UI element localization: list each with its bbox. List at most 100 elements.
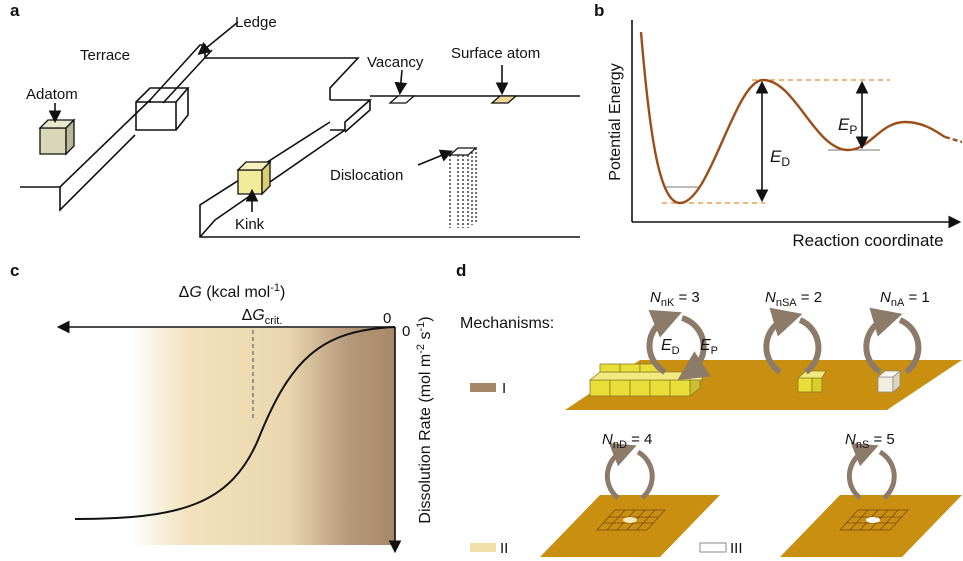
kink-label: Kink [235,216,265,233]
count-label-part: = 1 [904,289,929,306]
surface-lines-part [150,45,358,100]
y-axis-label-part: -1 [415,322,427,332]
kink-cubes-part-part [650,380,670,396]
y-axis-label-part: -2 [415,344,427,354]
count-label-part: nD [613,439,627,451]
critical-label-part: Δ [242,307,253,324]
panel-label: a [10,1,20,20]
y-axis-label: Potential Energy [607,63,624,180]
legend-label: I [502,380,506,397]
legend-swatch [700,543,726,552]
y-axis-label: Dissolution Rate (mol m-2 s-1) [415,316,434,523]
legend-swatch [470,383,496,392]
ep-label-part: P [711,345,718,357]
y-axis-label-part: ) [417,316,434,321]
ed-label-part: D [672,345,680,357]
legend-swatch [470,543,496,552]
ledge-label: Ledge [235,14,277,31]
step-cubes-part [812,378,822,392]
ed-label: ED [661,337,680,357]
kink-cubes-part-part [630,380,650,396]
mechanism-arrows-part [880,452,894,498]
origin-label: 0 [402,323,410,340]
count-label-part: = 2 [797,289,822,306]
kink-cubes-part-part [670,380,690,396]
origin-label: 0 [383,310,391,327]
mechanism-arrows-part [849,450,867,498]
surface-plate [780,495,962,557]
pointer-arrows-part [200,22,238,53]
ed-label-part: D [781,155,790,169]
panel-a: a Terrace Ledge Vacancy Surface atom Ada… [10,1,580,237]
y-axis-label-part: Dissolution Rate (mol m [417,354,434,524]
legend-label: II [500,540,508,557]
x-axis-label: Reaction coordinate [792,231,943,250]
critical-label: ΔGcrit. [242,307,283,327]
kink-cube [238,162,270,194]
panel-label: c [10,261,19,280]
count-label-part: nS [856,439,869,451]
x-axis-label-part: (kcal mol [202,284,270,301]
energy-curve-tail [945,137,962,142]
ed-label: ED [770,147,790,169]
ep-label: EP [838,115,857,137]
pointer-arrows-part [400,70,402,92]
count-label-part: = 5 [869,431,894,448]
mechanism-arrows-part [638,452,652,498]
dislocation-label: Dislocation [330,167,403,184]
vacancy-label: Vacancy [367,54,424,71]
mechanisms-label: Mechanisms: [460,315,554,332]
kink-cubes-part [620,364,640,372]
step-cubes [798,371,826,392]
x-axis-label-part: -1 [270,282,280,294]
panel-label: d [456,261,466,280]
count-label-part: N [845,431,856,448]
count-label: NnSA = 2 [765,289,822,309]
adatom-cube-part [878,377,893,392]
legend-label: III [730,540,743,557]
x-axis-label-part: G [189,284,201,301]
count-label-part: = 4 [627,431,652,448]
count-label-part: nA [891,297,905,309]
x-axis-label-part: ) [280,284,285,301]
adatom-cube-part [40,128,66,154]
panel-label: b [594,1,604,20]
count-label-part: nSA [776,297,797,309]
ep-label-part: E [700,337,711,354]
adatom-cube [40,120,74,154]
surface-lines [20,45,580,237]
critical-label-part: G [252,307,264,324]
defect-site [623,517,637,523]
count-label-part: nK [661,297,675,309]
kink-cubes-part-part [610,380,630,396]
mechanism-arrows-part [607,450,625,498]
x-axis-label: ΔG (kcal mol-1) [179,282,286,301]
dislocation [450,148,476,228]
count-label: NnA = 1 [880,289,930,309]
defect-site [866,517,880,523]
kink-cubes-part-part [590,380,610,396]
kink-cubes-part [590,380,690,396]
critical-label-part: crit. [265,315,283,327]
adatom-cube [878,371,900,392]
count-label: NnD = 4 [602,431,652,451]
surface-atom-label: Surface atom [451,45,540,62]
ed-label-part: E [661,337,672,354]
kink-cubes-part [600,364,620,372]
surface-lines-part [200,130,345,237]
panel-c: c ΔG (kcal mol-1) ΔGcrit. 0 0 Dissolutio… [10,261,434,550]
count-label-part: N [880,289,891,306]
ep-label-part: E [838,115,850,134]
count-label-part: N [765,289,776,306]
ep-label-part: P [849,123,857,137]
x-axis-label-part: Δ [179,284,190,301]
ed-label-part: E [770,147,782,166]
count-label: NnK = 3 [650,289,700,309]
kink-cube-part [238,170,262,194]
kink-cubes-part [590,372,700,380]
panel-b: b ED EP Potential Energy Reaction coordi… [594,1,962,250]
count-label-part: = 3 [674,289,699,306]
level-lines [662,80,890,203]
surface-atom [492,96,516,103]
figure: a Terrace Ledge Vacancy Surface atom Ada… [0,0,963,561]
